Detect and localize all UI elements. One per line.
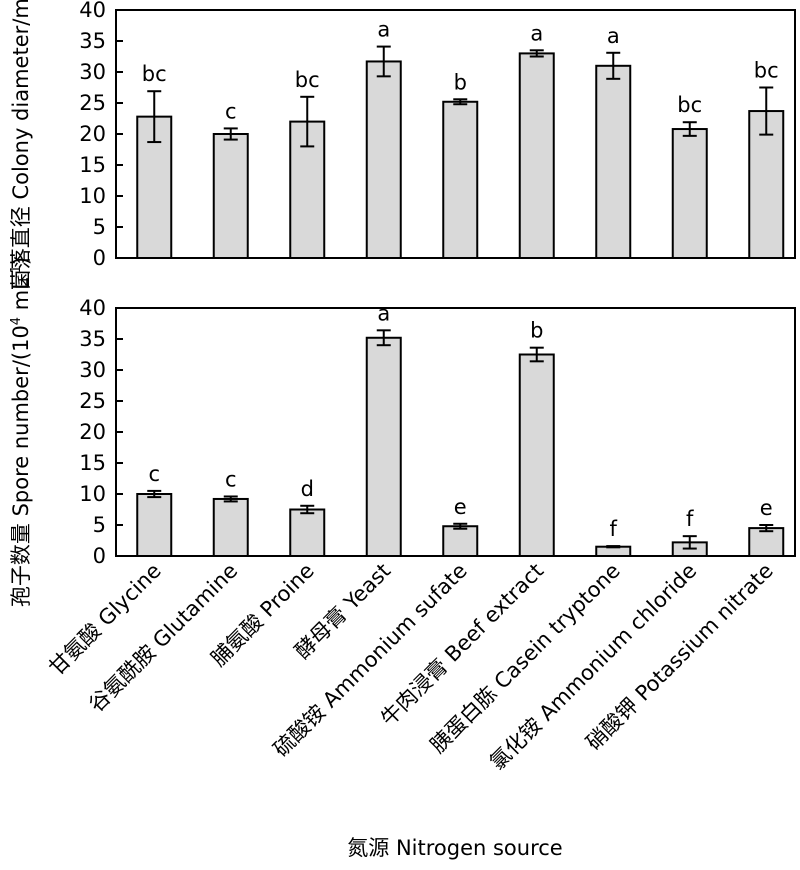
bar [212,497,249,557]
y-tick-label: 10 [79,184,106,208]
y-tick-label: 40 [79,0,106,22]
spore-number-panel: 0 5 10 15 20 25 30 35 40 c c d a e b f f e 孢子数量 Spore numb… [9,257,796,607]
significance-label: f [686,507,694,531]
significance-label: c [225,467,237,491]
x-axis-title: 氮源 Nitrogen source [347,836,562,860]
bar [136,493,173,557]
bar [212,133,249,259]
bar [365,336,402,558]
y-tick-label: 40 [79,296,106,320]
significance-label: c [225,99,237,123]
y-tick-label: 35 [79,327,106,351]
y-tick-label: 10 [79,482,106,506]
y-axis-title-en: Spore number/(10 [9,325,33,516]
y-tick-label: 5 [93,513,106,537]
y-axis-title-end: ) [9,257,33,265]
x-category-label: 谷氨酰胺 Glutamine [84,559,242,717]
significance-label: a [530,21,543,45]
y-tick-label: 15 [79,451,106,475]
bar [518,353,555,557]
significance-label: bc [754,59,779,83]
colony-diameter-panel: 0 5 10 15 20 25 30 35 40 bc c bc a b a a bc bc 菌落直径 Colony… [9,0,796,290]
y-axis-title: 孢子数量 Spore number/(104 mL-1) [9,257,33,607]
y-tick-label: 25 [79,389,106,413]
bar [595,64,632,259]
y-tick-label: 35 [79,29,106,53]
significance-label: e [760,496,773,520]
bar [365,60,402,259]
y-tick-label: 0 [93,246,106,270]
bar [671,128,708,259]
significance-label: d [301,477,314,501]
significance-label: f [610,517,618,541]
y-axis-title: 菌落直径 Colony diameter/mm [9,0,33,290]
y-tick-label: 0 [93,544,106,568]
y-tick-label: 5 [93,215,106,239]
significance-label: a [377,18,390,42]
y-tick-label: 15 [79,153,106,177]
significance-label: b [530,319,543,343]
bar [442,525,479,557]
y-axis-title-cn: 菌落直径 [9,200,33,291]
y-tick-label: 30 [79,60,106,84]
significance-label: bc [677,93,702,117]
y-axis-title-sup: 4 [9,317,24,325]
y-tick-label: 20 [79,122,106,146]
significance-label: bc [295,68,320,92]
y-tick-label: 25 [79,91,106,115]
bar [748,527,785,557]
significance-label: b [454,70,467,94]
y-axis-title-en: Colony diameter/mm [9,0,33,200]
y-axis-title-unit: mL [9,278,33,317]
significance-label: a [377,301,390,325]
significance-label: bc [142,62,167,86]
y-axis-title-cn: 孢子数量 [9,516,33,607]
bar [442,100,479,260]
y-tick-label: 30 [79,358,106,382]
bar [518,52,555,260]
significance-label: e [454,495,467,519]
significance-label: a [607,24,620,48]
bar [289,508,326,557]
y-axis-title-sup: -1 [9,265,24,278]
significance-label: c [148,462,160,486]
y-tick-label: 20 [79,420,106,444]
